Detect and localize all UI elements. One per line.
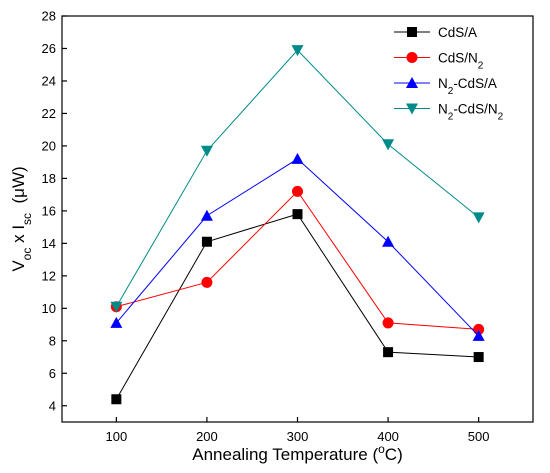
data-point <box>291 152 304 164</box>
data-point <box>200 209 213 221</box>
data-point <box>382 235 395 247</box>
series-2 <box>110 185 485 335</box>
series-4 <box>110 45 485 313</box>
data-point <box>383 347 394 358</box>
y-tick-label: 8 <box>49 333 56 348</box>
legend-label: N2-CdS/N2 <box>438 102 504 123</box>
y-tick-label: 18 <box>42 171 56 186</box>
x-tick-label: 400 <box>377 429 399 444</box>
legend-item: CdS/A <box>394 25 477 40</box>
x-tick-label: 500 <box>468 429 490 444</box>
legend-marker <box>407 27 417 37</box>
y-tick-label: 14 <box>42 236 56 251</box>
y-tick-label: 4 <box>49 398 56 413</box>
y-tick-label: 16 <box>42 203 56 218</box>
legend-marker <box>406 103 418 115</box>
y-tick-label: 24 <box>42 73 56 88</box>
y-tick-label: 28 <box>42 9 56 24</box>
legend-item: N2-CdS/A <box>394 76 497 97</box>
plot-layer <box>110 45 485 405</box>
data-point <box>292 185 303 197</box>
y-axis-title: Voc x Isc (μW) <box>9 166 34 271</box>
legend-marker <box>406 77 418 88</box>
legend-item: N2-CdS/N2 <box>394 102 504 123</box>
series-line <box>115 49 479 307</box>
data-point <box>292 209 303 220</box>
axis-ticks: 100 200 300 400 500 4 6 8 10 12 14 16 18 20 22 24 26 28 <box>42 9 490 445</box>
y-tick-label: 20 <box>42 138 56 153</box>
series-line <box>115 158 480 337</box>
data-point <box>200 145 213 157</box>
data-point <box>110 316 123 328</box>
data-point <box>473 323 485 335</box>
legend-item: CdS/N2 <box>394 51 484 72</box>
x-axis-title: Annealing Temperature (oC) <box>192 442 403 464</box>
legend-label: CdS/A <box>438 25 477 40</box>
x-tick-label: 100 <box>105 429 127 444</box>
legend: CdS/A CdS/N2 N2-CdS/A N2-CdS/N2 <box>394 25 504 122</box>
x-tick-label: 200 <box>196 429 218 444</box>
legend-label: CdS/N2 <box>438 51 484 72</box>
data-point <box>472 212 485 224</box>
data-point <box>473 352 484 363</box>
y-tick-label: 6 <box>49 366 56 381</box>
data-point <box>382 139 395 151</box>
y-tick-label: 10 <box>42 301 56 316</box>
data-point <box>472 329 485 341</box>
data-point <box>201 276 213 288</box>
legend-label: N2-CdS/A <box>438 76 497 97</box>
series-3 <box>110 152 485 341</box>
data-point <box>110 301 123 313</box>
y-tick-label: 22 <box>42 106 56 121</box>
y-tick-label: 26 <box>42 41 56 56</box>
data-point <box>111 394 122 405</box>
data-point <box>291 45 304 57</box>
data-point <box>201 236 212 247</box>
x-tick-label: 300 <box>287 429 309 444</box>
y-tick-label: 12 <box>42 268 56 283</box>
data-point <box>382 317 394 329</box>
legend-marker <box>406 52 418 63</box>
series-line <box>115 213 479 400</box>
series-1 <box>111 209 484 405</box>
